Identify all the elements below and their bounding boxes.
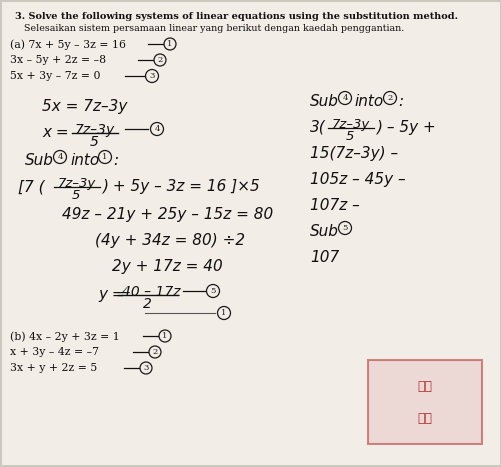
Text: 5: 5 bbox=[342, 224, 347, 232]
Text: 3x – 5y + 2z = –8: 3x – 5y + 2z = –8 bbox=[10, 55, 106, 65]
Text: 跟踪: 跟踪 bbox=[417, 411, 432, 425]
Text: 3: 3 bbox=[149, 72, 154, 80]
Text: :: : bbox=[397, 94, 402, 109]
Text: Sub: Sub bbox=[310, 224, 338, 239]
Text: 4: 4 bbox=[342, 94, 347, 102]
Text: 1: 1 bbox=[221, 309, 226, 317]
Text: 1: 1 bbox=[102, 153, 108, 161]
Text: x + 3y – 4z = –7: x + 3y – 4z = –7 bbox=[10, 347, 99, 357]
Text: 7z–3y: 7z–3y bbox=[331, 118, 370, 131]
Text: 4: 4 bbox=[57, 153, 63, 161]
Text: 7z–3y: 7z–3y bbox=[58, 177, 96, 190]
Text: 1: 1 bbox=[162, 332, 167, 340]
Text: 7z–3y: 7z–3y bbox=[75, 123, 115, 137]
Text: 5: 5 bbox=[90, 135, 99, 149]
Text: [7 (: [7 ( bbox=[18, 179, 45, 194]
Text: 5: 5 bbox=[72, 189, 80, 202]
Text: (a) 7x + 5y – 3z = 16: (a) 7x + 5y – 3z = 16 bbox=[10, 39, 126, 50]
Text: 监阅: 监阅 bbox=[417, 380, 432, 392]
Text: x =: x = bbox=[42, 125, 69, 140]
Text: 3. Solve the following systems of linear equations using the substitution method: 3. Solve the following systems of linear… bbox=[15, 12, 457, 21]
Text: into: into bbox=[70, 153, 99, 168]
Text: 49z – 21y + 25y – 15z = 80: 49z – 21y + 25y – 15z = 80 bbox=[62, 207, 273, 222]
Text: :: : bbox=[113, 153, 118, 168]
Text: 2: 2 bbox=[157, 56, 162, 64]
Text: 107: 107 bbox=[310, 250, 339, 265]
Text: ) – 5y +: ) – 5y + bbox=[376, 120, 436, 135]
Text: 3: 3 bbox=[143, 364, 148, 372]
Text: 5x + 3y – 7z = 0: 5x + 3y – 7z = 0 bbox=[10, 71, 100, 81]
Text: 2: 2 bbox=[143, 297, 152, 311]
Text: 15(7z–3y) –: 15(7z–3y) – bbox=[310, 146, 397, 161]
Text: (b) 4x – 2y + 3z = 1: (b) 4x – 2y + 3z = 1 bbox=[10, 331, 120, 341]
Text: 105z – 45y –: 105z – 45y – bbox=[310, 172, 405, 187]
Text: into: into bbox=[353, 94, 382, 109]
Text: 107z –: 107z – bbox=[310, 198, 359, 213]
Text: 40 – 17z: 40 – 17z bbox=[122, 285, 180, 299]
Text: 3(: 3( bbox=[310, 120, 325, 135]
Text: 4: 4 bbox=[154, 125, 159, 133]
Text: 2: 2 bbox=[152, 348, 157, 356]
Text: 5: 5 bbox=[210, 287, 215, 295]
Text: 2y + 17z = 40: 2y + 17z = 40 bbox=[112, 259, 222, 274]
Text: Sub: Sub bbox=[25, 153, 54, 168]
FancyBboxPatch shape bbox=[367, 360, 481, 444]
Text: 5: 5 bbox=[345, 130, 354, 143]
Text: 3x + y + 2z = 5: 3x + y + 2z = 5 bbox=[10, 363, 97, 373]
Text: 2: 2 bbox=[387, 94, 392, 102]
Text: ) + 5y – 3z = 16 ]×5: ) + 5y – 3z = 16 ]×5 bbox=[103, 179, 260, 194]
Text: Selesaikan sistem persamaan linear yang berikut dengan kaedah penggantian.: Selesaikan sistem persamaan linear yang … bbox=[15, 24, 403, 33]
Text: 1: 1 bbox=[167, 40, 172, 48]
Text: (4y + 34z = 80) ÷2: (4y + 34z = 80) ÷2 bbox=[95, 233, 244, 248]
Text: 5x = 7z–3y: 5x = 7z–3y bbox=[42, 99, 127, 114]
Text: Sub: Sub bbox=[310, 94, 338, 109]
Text: y =: y = bbox=[98, 287, 124, 302]
